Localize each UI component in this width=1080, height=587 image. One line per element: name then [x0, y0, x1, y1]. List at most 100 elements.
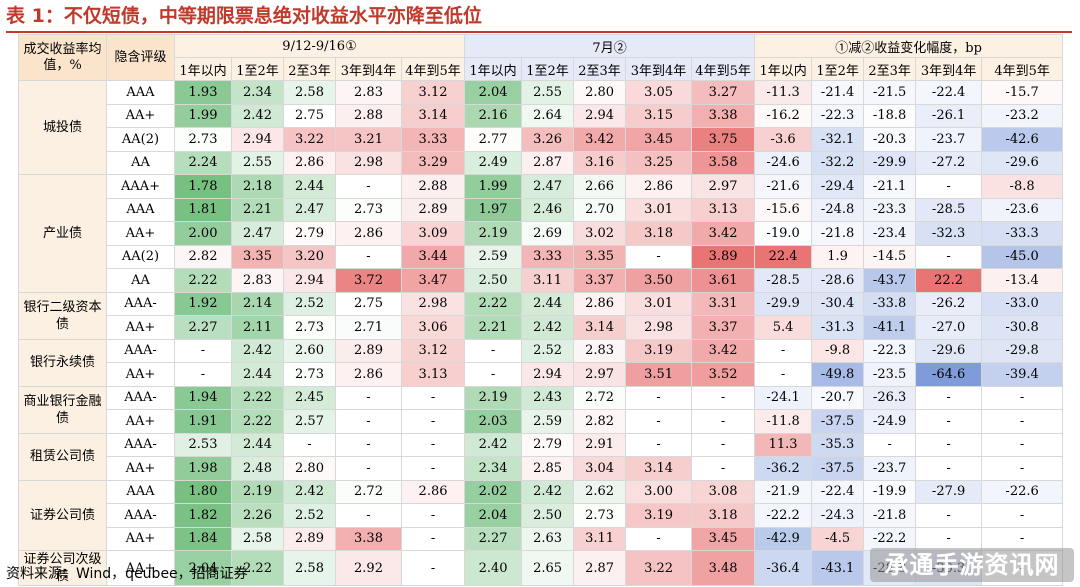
change-cell: -	[754, 338, 813, 363]
header-row-groups: 成交收益率均值，% 隐含评级 9/12-9/16① 7月② ①减②收益变化幅度，…	[18, 34, 1064, 81]
yield-cell: -	[400, 456, 466, 481]
change-cell: -27.9	[915, 479, 983, 504]
yield-cell: 2.27	[174, 315, 232, 340]
yield-cell: 2.64	[521, 103, 575, 128]
yield-cell: 2.66	[573, 174, 627, 199]
rating-cell: AAA-	[106, 385, 175, 410]
change-cell: -11.3	[754, 80, 813, 105]
yield-cell: 3.18	[691, 503, 756, 528]
yield-cell: -	[283, 432, 336, 457]
table-row: 证券公司债 AAA 1.80 2.19 2.42 2.72 2.86 2.02 2.42 2.62…	[18, 479, 1064, 551]
tenor-header-july-2: 1至2年	[521, 57, 575, 81]
yield-cell: 3.06	[400, 315, 466, 340]
yield-cell: 2.55	[231, 150, 284, 175]
table-row: AAA 1.81 2.21 2.47 2.73 2.89 1.97 2.46 2.70 3.01 3…	[19, 197, 1064, 222]
table-row: AA 2.22 2.83 2.94 3.72 3.47 2.50 3.11 3.37 3.50 3.…	[19, 268, 1064, 293]
yield-cell: 3.51	[625, 362, 693, 387]
change-cell: -28.5	[915, 197, 983, 222]
yield-cell: 3.50	[625, 268, 693, 293]
change-cell: -22.4	[915, 80, 983, 105]
yield-cell: 3.13	[691, 197, 756, 222]
change-cell: -23.3	[863, 197, 917, 222]
table-row: AA+ -2.44 2.73 2.86 3.13-2.94 2.97 3.51 3.52- -4…	[19, 362, 1064, 387]
change-cell: -43.1	[811, 550, 865, 586]
yield-cell: 3.52	[691, 362, 756, 387]
yield-cell: 2.48	[231, 456, 284, 481]
yield-cell: 3.25	[625, 150, 693, 175]
change-cell: -30.8	[981, 315, 1064, 340]
source-note: 资料来源：Wind，qeubee，招商证券	[6, 566, 248, 582]
yield-cell: 2.59	[464, 244, 523, 269]
change-cell: -64.6	[915, 362, 983, 387]
table-row: AAA- 1.82 2.26 2.52- -2.04 2.50 2.73 3.19 3.18 -2…	[19, 503, 1064, 528]
yield-cell: 2.79	[521, 432, 575, 457]
table-row: AA+ 1.91 2.22 2.57- -2.03 2.59 2.82- - -11.8 -37.…	[19, 409, 1064, 434]
yield-cell: 2.34	[464, 456, 523, 481]
change-cell: -	[915, 409, 983, 434]
yield-cell: 3.37	[691, 315, 756, 340]
yield-cell: 2.42	[231, 338, 284, 363]
yield-cell: 2.26	[231, 503, 284, 528]
yield-cell: -	[400, 550, 466, 586]
yield-cell: 2.86	[625, 174, 693, 199]
change-cell: 22.4	[754, 244, 813, 269]
rating-cell: AA+	[106, 221, 175, 246]
yield-cell: 2.97	[691, 174, 756, 199]
yield-cell: 3.11	[573, 526, 627, 551]
yield-cell: 2.11	[231, 315, 284, 340]
table-body: 城投债 AAA 1.93 2.34 2.58 2.83 3.12 2.04 2.55 2.80 3.…	[18, 80, 1064, 586]
yield-cell: -	[335, 385, 402, 410]
change-cell: -21.1	[863, 174, 917, 199]
yield-cell: 3.09	[400, 221, 466, 246]
yield-cell: 3.42	[573, 127, 627, 152]
yield-cell: 2.47	[231, 221, 284, 246]
change-cell: -	[915, 503, 983, 528]
change-cell: -24.9	[863, 409, 917, 434]
yield-cell: 2.83	[231, 268, 284, 293]
change-cell: -22.3	[863, 338, 917, 363]
yield-cell: 3.18	[625, 221, 693, 246]
table-header: 成交收益率均值，% 隐含评级 9/12-9/16① 7月② ①减②收益变化幅度，…	[18, 34, 1064, 81]
rating-column-header: 隐含评级	[106, 34, 175, 81]
yield-cell: 3.29	[400, 150, 466, 175]
change-cell: -22.2	[863, 526, 917, 551]
yield-cell: -	[625, 244, 693, 269]
group-header-current: 9/12-9/16①	[173, 34, 466, 58]
yield-cell: 3.35	[573, 244, 627, 269]
table-row: AA+ 1.99 2.42 2.75 2.88 3.14 2.16 2.64 2.94 3.15 3…	[19, 103, 1064, 128]
category-label: 城投债	[18, 80, 107, 175]
yield-cell: 3.13	[400, 362, 466, 387]
yield-cell: 2.22	[231, 409, 284, 434]
yield-cell: -	[691, 456, 756, 481]
yield-cell: 2.50	[521, 503, 575, 528]
yield-cell: -	[691, 409, 756, 434]
rating-cell: AA+	[106, 315, 175, 340]
category-label: 银行永续债	[18, 338, 107, 387]
change-cell: 22.2	[915, 268, 983, 293]
yield-cell: 3.31	[691, 291, 756, 316]
yield-cell: 3.45	[625, 127, 693, 152]
yield-cell: 3.33	[400, 127, 466, 152]
change-cell: -22.4	[811, 479, 865, 504]
category-label: 产业债	[18, 174, 107, 293]
change-cell: -29.6	[981, 150, 1064, 175]
change-cell: -21.4	[811, 80, 865, 105]
yield-cell: 3.19	[625, 338, 693, 363]
yield-cell: 3.61	[691, 268, 756, 293]
yield-cell: 3.47	[400, 268, 466, 293]
yield-cell: -	[400, 409, 466, 434]
rating-cell: AAA	[106, 80, 175, 105]
change-cell: -20.3	[863, 127, 917, 152]
yield-cell: 3.48	[691, 550, 756, 586]
yield-cell: 3.42	[691, 338, 756, 363]
table-row: AA+ 1.84 2.58 2.89 3.38-2.27 2.63 3.11-3.45 -42…	[19, 526, 1064, 551]
change-cell: -32.3	[915, 221, 983, 246]
rating-cell: AA	[106, 268, 175, 293]
title-rule	[6, 31, 1072, 33]
tenor-header-change-3: 2至3年	[863, 57, 917, 81]
table-row: AA(2) 2.82 3.35 3.20-3.44 2.59 3.33 3.35-3.89 2…	[19, 244, 1064, 269]
yield-cell: 2.77	[464, 127, 523, 152]
change-cell: -	[981, 409, 1064, 434]
table-row: AA+ 2.00 2.47 2.79 2.86 3.09 2.19 2.69 3.02 3.18 3…	[19, 221, 1064, 246]
change-cell: -21.5	[863, 80, 917, 105]
